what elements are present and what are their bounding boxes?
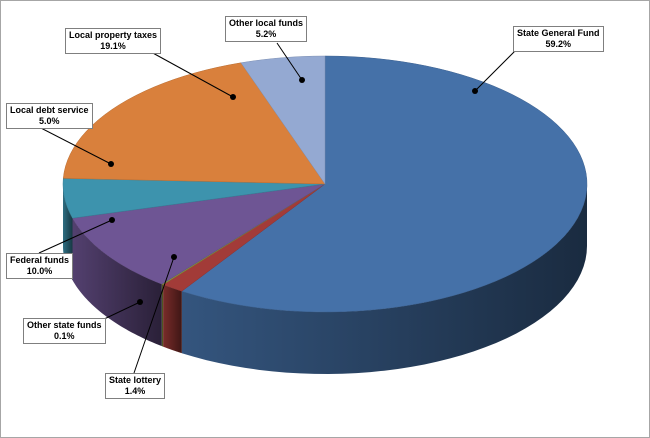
leader-dot-other-local-funds xyxy=(299,77,305,83)
pie-side-federal-funds xyxy=(72,218,162,347)
pie-slice-local-property-taxes xyxy=(62,62,326,185)
callout-state-general-fund: State General Fund 59.2% xyxy=(513,26,604,52)
slice-label: Federal funds xyxy=(10,255,70,265)
leader-line-local-property-taxes xyxy=(150,51,234,98)
pie-sides xyxy=(63,184,587,374)
leader-dot-other-state-funds xyxy=(137,299,143,305)
callout-other-state-funds: Other state funds 0.1% xyxy=(23,318,106,344)
pie-slice-local-debt-service xyxy=(62,178,326,219)
leader-dot-local-property-taxes xyxy=(230,94,236,100)
callout-local-property-taxes: Local property taxes 19.1% xyxy=(65,28,162,54)
leader-dot-state-general-fund xyxy=(472,88,478,94)
leader-line-state-general-fund xyxy=(474,49,517,92)
leader-dot-federal-funds xyxy=(109,217,115,223)
slice-value: 0.1% xyxy=(54,331,75,341)
slice-value: 1.4% xyxy=(124,386,146,396)
slice-label: State General Fund xyxy=(517,28,600,38)
leader-dot-local-debt-service xyxy=(108,161,114,167)
pie-side-state-general-fund xyxy=(181,184,587,374)
slice-label: Local debt service xyxy=(10,105,89,115)
pie-slice-state-general-fund xyxy=(181,55,588,313)
leader-line-state-lottery xyxy=(133,256,175,374)
callout-other-local-funds: Other local funds 5.2% xyxy=(225,16,308,42)
pie-slice-other-local-funds xyxy=(240,55,326,185)
callout-state-lottery: State lottery 1.4% xyxy=(105,373,166,399)
slice-value: 5.0% xyxy=(39,116,60,126)
leader-lines xyxy=(38,42,517,374)
leader-line-local-debt-service xyxy=(38,126,112,165)
callout-federal-funds: Federal funds 10.0% xyxy=(6,253,74,279)
leader-line-other-local-funds xyxy=(276,42,303,81)
leader-line-other-state-funds xyxy=(99,301,141,322)
pie-side-state-lottery xyxy=(163,284,182,354)
callout-local-debt-service: Local debt service 5.0% xyxy=(6,103,93,129)
pie-slice-federal-funds xyxy=(72,183,326,285)
slice-label: Other local funds xyxy=(229,18,304,28)
slice-value: 10.0% xyxy=(26,266,53,276)
slice-value: 19.1% xyxy=(100,41,126,51)
slice-label: Other state funds xyxy=(27,320,102,330)
pie-tops xyxy=(62,55,588,313)
leader-dot-state-lottery xyxy=(171,254,177,260)
slice-label: State lottery xyxy=(109,375,162,385)
slice-value: 5.2% xyxy=(255,29,277,39)
slice-label: Local property taxes xyxy=(69,30,158,40)
slice-value: 59.2% xyxy=(545,39,572,49)
leader-line-federal-funds xyxy=(38,219,113,254)
pie-side-other-state-funds xyxy=(161,284,164,347)
